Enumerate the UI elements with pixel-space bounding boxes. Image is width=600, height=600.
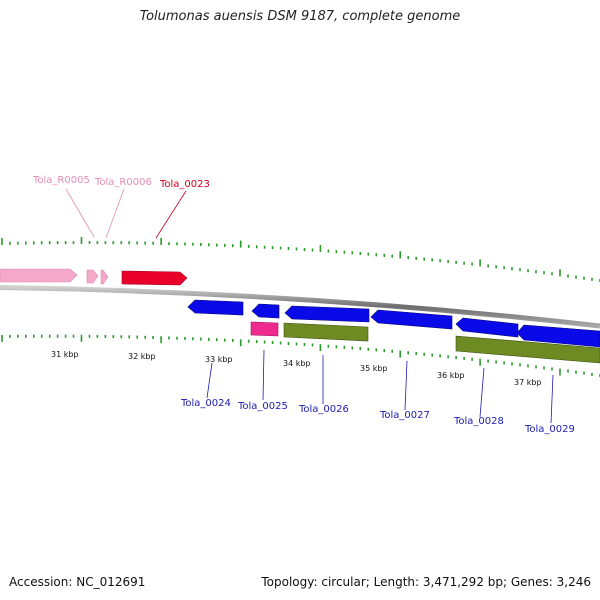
outer-tick-marks xyxy=(1,237,600,282)
label-tola-0025[interactable]: Tola_0025 xyxy=(237,401,288,412)
accession-text: Accession: NC_012691 xyxy=(9,575,146,589)
cds-feature-tola-0027[interactable] xyxy=(370,309,453,330)
ncrna-feature[interactable] xyxy=(250,321,279,337)
scale-label-36kbp: 36 kbp xyxy=(437,371,465,380)
label-tola-r0006[interactable]: Tola_R0006 xyxy=(94,177,152,188)
cds-feature-tola-0029[interactable] xyxy=(516,324,600,348)
leader-tola-0027 xyxy=(404,360,408,411)
rrna-feature-tola-r0006[interactable] xyxy=(100,269,109,285)
cds-feature-tola-0024[interactable] xyxy=(187,299,244,316)
label-tola-0027[interactable]: Tola_0027 xyxy=(379,410,430,421)
label-tola-r0005[interactable]: Tola_R0005 xyxy=(32,175,90,186)
label-tola-0024[interactable]: Tola_0024 xyxy=(180,398,231,409)
scale-label-32kbp: 32 kbp xyxy=(128,352,156,361)
cds-feature-tola-0026[interactable] xyxy=(284,305,370,323)
scale-label-37kbp: 37 kbp xyxy=(514,378,542,387)
label-tola-0028[interactable]: Tola_0028 xyxy=(453,416,504,427)
leader-tola-r0006 xyxy=(105,188,125,239)
gene-feature-tola-0026[interactable] xyxy=(283,322,369,342)
rrna-feature-left[interactable] xyxy=(0,268,78,283)
map-title: Tolumonas auensis DSM 9187, complete gen… xyxy=(139,9,461,24)
reverse-strand-features xyxy=(187,299,600,364)
scale-labels: 31 kbp 32 kbp 33 kbp 34 kbp 35 kbp 36 kb… xyxy=(51,350,542,387)
leader-tola-0025 xyxy=(262,349,265,401)
genome-backbone xyxy=(0,285,600,329)
inner-tick-marks xyxy=(1,334,600,377)
gene-feature-tola-0028-0029[interactable] xyxy=(455,335,600,364)
genome-stats-text: Topology: circular; Length: 3,471,292 bp… xyxy=(261,575,591,589)
label-tola-0026[interactable]: Tola_0026 xyxy=(298,404,349,415)
trna-feature-tola-0023[interactable] xyxy=(121,270,188,286)
scale-label-35kbp: 35 kbp xyxy=(360,364,388,373)
rrna-feature-tola-r0005[interactable] xyxy=(86,269,99,284)
leader-tola-0023 xyxy=(155,190,187,239)
leader-tola-r0005 xyxy=(65,188,95,238)
scale-label-33kbp: 33 kbp xyxy=(205,355,233,364)
leader-tola-0024 xyxy=(206,362,213,399)
cds-feature-tola-0025[interactable] xyxy=(251,303,280,319)
scale-label-31kbp: 31 kbp xyxy=(51,350,79,359)
forward-strand-features xyxy=(0,268,188,286)
label-leaders xyxy=(65,188,554,424)
scale-label-34kbp: 34 kbp xyxy=(283,359,311,368)
cds-feature-tola-0028[interactable] xyxy=(455,317,519,338)
label-tola-0023[interactable]: Tola_0023 xyxy=(159,179,210,190)
label-tola-0029[interactable]: Tola_0029 xyxy=(524,424,575,435)
feature-labels: Tola_R0005 Tola_R0006 Tola_0023 Tola_002… xyxy=(32,175,575,435)
leader-tola-0028 xyxy=(479,367,485,418)
leader-tola-0029 xyxy=(550,374,554,424)
